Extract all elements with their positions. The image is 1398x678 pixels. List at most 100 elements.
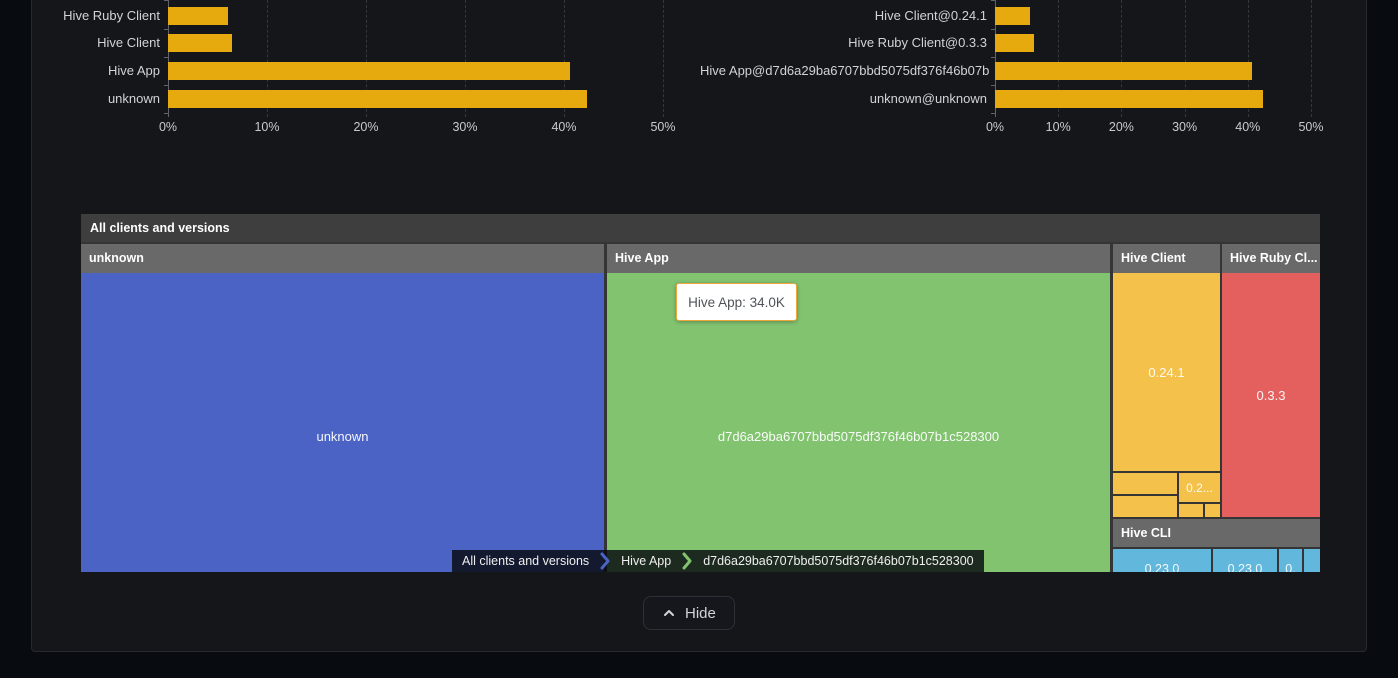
gridline <box>1184 0 1186 117</box>
hive-client-cells: 0.24.1 0.2... <box>1113 273 1220 517</box>
category-label: Hive Client <box>97 35 160 50</box>
treemap-cell-label: unknown <box>316 429 369 444</box>
treemap-cell-label: 0.2... <box>1186 480 1213 495</box>
category-label: Hive Ruby Client@0.3.3 <box>848 35 987 50</box>
bar-chart-client-versions: Hive Client@0.24.1 Hive Ruby Client@0.3.… <box>700 0 1360 142</box>
treemap-root-header[interactable]: All clients and versions <box>81 214 1320 242</box>
treemap-cell-label: d7d6a29ba6707bbd5075df376f46b07b1c528300 <box>717 429 1000 444</box>
treemap-cell-unlabeled[interactable] <box>1205 504 1220 517</box>
breadcrumb-label: d7d6a29ba6707bbd5075df376f46b07b1c528300 <box>703 554 974 568</box>
treemap-cell-unlabeled[interactable] <box>1113 496 1177 517</box>
bar-unknown[interactable] <box>168 90 587 108</box>
treemap-section-hive-cli: Hive CLI 0.23.0 0.23.0 0. <box>1113 519 1320 572</box>
treemap-cell-label: 0.3.3 <box>1256 387 1286 403</box>
hive-client-tiny-cells <box>1179 504 1220 517</box>
treemap-cell-cli-version[interactable]: 0.23.0 <box>1213 549 1277 572</box>
category-label: Hive App@d7d6a29ba6707bbd5075df376f46b07… <box>700 63 990 78</box>
axis-tick <box>164 0 168 1</box>
hide-button[interactable]: Hide <box>643 596 735 630</box>
gridline <box>366 0 367 117</box>
treemap-cell-unlabeled[interactable] <box>1113 473 1177 494</box>
treemap-section-header-hive-client[interactable]: Hive Client <box>1113 244 1220 273</box>
axis-tick <box>164 57 168 58</box>
axis-tick <box>164 113 168 114</box>
treemap-cell-0-24-1[interactable]: 0.24.1 <box>1113 273 1220 471</box>
category-label: unknown <box>107 91 160 106</box>
treemap-right-column: Hive Client 0.24.1 <box>1113 244 1320 572</box>
x-tick-label: 30% <box>452 120 478 134</box>
treemap-cell-0-3-3[interactable]: 0.3.3 <box>1222 273 1320 517</box>
treemap-section-hive-client: Hive Client 0.24.1 <box>1113 244 1220 517</box>
x-tick-label: 40% <box>1235 120 1261 134</box>
category-label: Hive App <box>107 63 160 78</box>
axis-tick <box>991 85 995 86</box>
treemap-section-header-hive-ruby-client[interactable]: Hive Ruby Cl... <box>1222 244 1320 273</box>
treemap-cell-cli-version[interactable]: 0. <box>1279 549 1302 572</box>
treemap-cell-label: 0.23.0 <box>1227 562 1263 572</box>
x-tick-label: 50% <box>1298 120 1324 134</box>
bar-hive-client-0-24-1[interactable] <box>995 7 1030 25</box>
treemap-content: unknown unknown Hive App d7d6a29ba6707bb… <box>81 244 1320 572</box>
treemap-client-row: Hive Client 0.24.1 <box>1113 244 1320 517</box>
treemap-cell-unknown[interactable]: unknown <box>81 273 604 572</box>
gridline <box>1058 0 1060 117</box>
treemap-section-header-hive-app[interactable]: Hive App <box>607 244 1110 273</box>
treemap-cell-cli-version[interactable] <box>1304 549 1320 572</box>
bar-hive-ruby-client-0-3-3[interactable] <box>995 34 1035 52</box>
x-tick-label: 10% <box>254 120 280 134</box>
category-label: Hive Ruby Client <box>63 8 160 23</box>
gridline <box>1247 0 1249 117</box>
treemap-section-hive-ruby-client: Hive Ruby Cl... 0.3.3 <box>1222 244 1320 517</box>
bar-hive-ruby-client[interactable] <box>168 7 229 25</box>
axis-tick <box>991 57 995 58</box>
breadcrumb-chevron-icon <box>599 550 612 572</box>
hide-button-label: Hide <box>685 604 716 622</box>
x-tick-label: 0% <box>985 120 1005 134</box>
treemap-cell-hive-app-hash[interactable]: d7d6a29ba6707bbd5075df376f46b07b1c528300 <box>607 273 1110 572</box>
treemap-cell-cli-version[interactable]: 0.23.0 <box>1113 549 1211 572</box>
x-tick-label: 40% <box>551 120 577 134</box>
treemap-all-clients-and-versions: All clients and versions unknown unknown… <box>81 214 1320 572</box>
treemap-cell-label: 0.24.1 <box>1148 364 1185 380</box>
treemap-cell-label: 0.23.0 <box>1144 562 1180 572</box>
treemap-breadcrumb: All clients and versions Hive App d7d6a2… <box>452 550 984 572</box>
bar-hive-app-hash[interactable] <box>995 62 1253 80</box>
hive-client-right-cells: 0.2... <box>1179 473 1220 517</box>
hive-client-left-cells <box>1113 473 1177 517</box>
breadcrumb-label: All clients and versions <box>462 554 590 568</box>
treemap-section-header-hive-cli[interactable]: Hive CLI <box>1113 519 1320 547</box>
breadcrumb-label: Hive App <box>621 554 672 568</box>
treemap-tooltip: Hive App: 34.0K <box>676 283 797 321</box>
bar-unknown-unknown[interactable] <box>995 90 1263 108</box>
gridline <box>465 0 466 117</box>
treemap-cell-0-2-truncated[interactable]: 0.2... <box>1179 473 1220 502</box>
gridline <box>267 0 268 117</box>
y-axis-line <box>168 0 169 117</box>
treemap-section-header-unknown[interactable]: unknown <box>81 244 604 273</box>
breadcrumb-item-hive-app[interactable]: Hive App <box>611 550 682 572</box>
gridline <box>564 0 565 117</box>
gridline <box>663 0 664 117</box>
treemap-cell-label: 0. <box>1285 562 1296 572</box>
treemap-section-hive-app: Hive App d7d6a29ba6707bbd5075df376f46b07… <box>607 244 1110 572</box>
hive-cli-cells: 0.23.0 0.23.0 0. <box>1113 549 1320 572</box>
treemap-cell-unlabeled[interactable] <box>1179 504 1203 517</box>
x-tick-label: 10% <box>1045 120 1071 134</box>
treemap-section-unknown: unknown unknown <box>81 244 604 572</box>
category-label: Hive Client@0.24.1 <box>874 8 987 23</box>
y-axis-line <box>995 0 996 117</box>
breadcrumb-item-hash[interactable]: d7d6a29ba6707bbd5075df376f46b07b1c528300 <box>693 550 984 572</box>
bar-hive-app[interactable] <box>168 62 570 80</box>
tooltip-text: Hive App: 34.0K <box>688 294 785 310</box>
x-tick-label: 20% <box>353 120 379 134</box>
bar-hive-client[interactable] <box>168 34 233 52</box>
axis-tick <box>991 113 995 114</box>
category-label: unknown@unknown <box>869 91 987 106</box>
chart-plot-area <box>991 0 1312 117</box>
axis-tick <box>164 85 168 86</box>
breadcrumb-item-root[interactable]: All clients and versions <box>452 550 600 572</box>
chart-plot-area <box>164 0 664 117</box>
chevron-up-icon <box>662 606 676 620</box>
axis-tick <box>991 29 995 30</box>
